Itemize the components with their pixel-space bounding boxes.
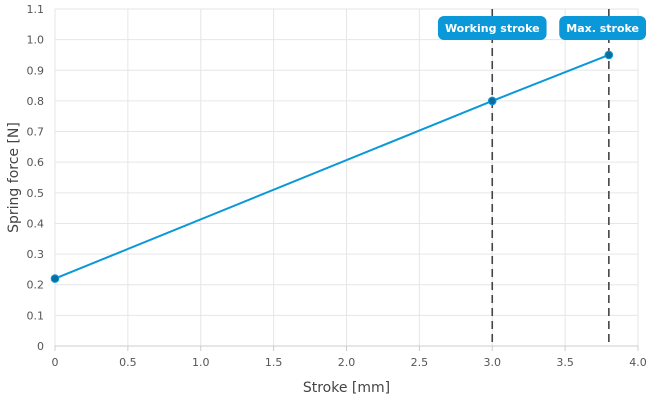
x-tick-label: 0	[52, 356, 59, 369]
y-tick-label: 0.9	[27, 64, 45, 77]
badge-background	[437, 16, 547, 40]
x-tick-label: 3.0	[484, 356, 502, 369]
badge-label: Max. stroke	[566, 22, 639, 35]
reference-badge: Working stroke	[437, 16, 547, 40]
data-point[interactable]	[487, 96, 497, 106]
x-tick-label: 1.5	[265, 356, 283, 369]
reference-lines	[491, 9, 610, 346]
y-tick-label: 1.0	[27, 34, 45, 47]
y-tick-label: 0.6	[27, 156, 45, 169]
y-tick-label: 0.8	[27, 95, 45, 108]
y-tick-label: 0.5	[27, 187, 45, 200]
data-point[interactable]	[604, 50, 614, 60]
series	[50, 50, 614, 283]
y-tick-label: 0.4	[27, 217, 45, 230]
series-line	[54, 54, 610, 280]
x-tick-label: 3.5	[556, 356, 574, 369]
badge-label: Working stroke	[445, 22, 540, 35]
y-tick-label: 1.1	[27, 3, 45, 16]
y-tick-label: 0.1	[27, 309, 45, 322]
reference-badge: Max. stroke	[559, 16, 646, 40]
x-tick-label: 0.5	[119, 356, 137, 369]
y-axis-title: Spring force [N]	[6, 122, 22, 233]
x-tick-label: 2.5	[411, 356, 429, 369]
y-tick-label: 0.2	[27, 279, 45, 292]
reference-badges: Working stroke Max. stroke	[437, 16, 646, 40]
y-tick-label: 0.3	[27, 248, 45, 261]
axes: 0 0.5 1.0 1.5 2.0 2.5 3.0 3.5 4.0 0 0.1 0.2 0.3 0.4 0.…	[27, 3, 647, 369]
x-tick-label: 4.0	[629, 356, 647, 369]
y-tick-label: 0.7	[27, 126, 45, 139]
grid	[54, 8, 639, 347]
data-point[interactable]	[50, 274, 60, 283]
x-tick-label: 1.0	[192, 356, 210, 369]
x-axis-title: Stroke [mm]	[303, 380, 390, 396]
x-tick-label: 2.0	[338, 356, 356, 369]
badge-background	[559, 16, 646, 40]
y-tick-label: 0	[37, 340, 44, 353]
